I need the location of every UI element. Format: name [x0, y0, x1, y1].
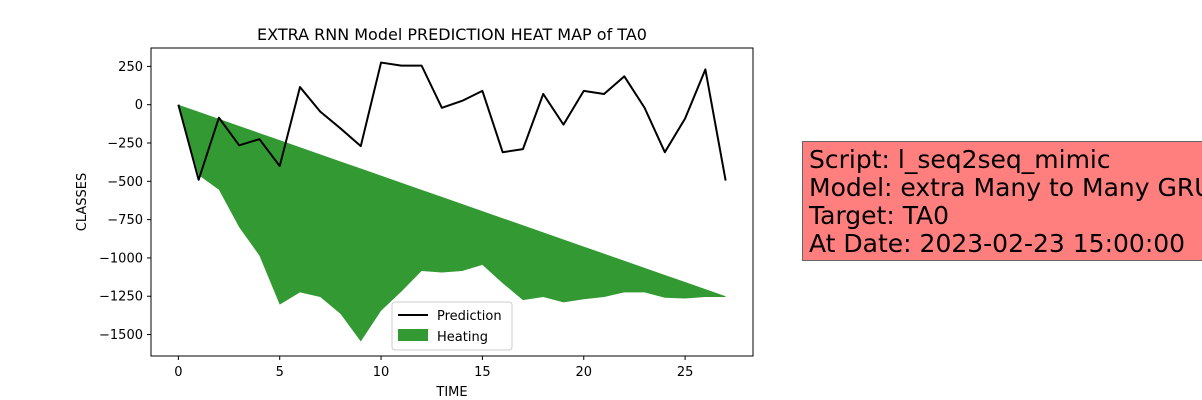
x-tick-label: 20	[575, 365, 592, 380]
y-tick-label: −1250	[99, 290, 143, 305]
info-date: At Date: 2023-02-23 15:00:00	[809, 229, 1186, 258]
y-tick-label: −250	[107, 137, 143, 152]
y-tick-label: −500	[107, 175, 143, 190]
plot-area	[177, 61, 727, 342]
x-axis-label: TIME	[435, 385, 467, 400]
y-axis-ticks: 250 0 −250 −500 −750 −1000 −1250 −1500	[99, 60, 151, 343]
legend-swatch-heating	[398, 329, 428, 341]
x-tick-label: 25	[677, 365, 694, 380]
axes-frame	[150, 47, 754, 357]
x-tick-label: 5	[276, 365, 284, 380]
x-tick-label: 0	[174, 365, 182, 380]
y-tick-label: −750	[107, 213, 143, 228]
info-script: Script: l_seq2seq_mimic	[809, 145, 1111, 174]
info-model: Model: extra Many to Many GRU	[809, 173, 1202, 202]
info-target: Target: TA0	[809, 201, 950, 230]
chart: 0 5 10 15 20 25 250 0 −250 −500 −750 −1000 −1250 −15…	[75, 25, 754, 400]
legend-label-heating: Heating	[437, 330, 488, 345]
info-box: Script: l_seq2seq_mimic Model: extra Man…	[802, 141, 1202, 261]
y-tick-label: 0	[135, 98, 143, 113]
x-tick-label: 15	[474, 365, 491, 380]
prediction-line	[177, 61, 727, 181]
y-tick-label: −1000	[99, 251, 143, 266]
y-tick-label: −1500	[99, 328, 143, 343]
legend-label-prediction: Prediction	[437, 309, 502, 324]
legend: Prediction Heating	[391, 301, 513, 351]
heating-area	[178, 104, 726, 342]
x-axis-ticks: 0 5 10 15 20 25	[174, 356, 693, 380]
y-tick-label: 250	[118, 60, 143, 75]
y-axis-label: CLASSES	[75, 173, 90, 231]
chart-title: EXTRA RNN Model PREDICTION HEAT MAP of T…	[257, 25, 647, 44]
x-tick-label: 10	[373, 365, 390, 380]
